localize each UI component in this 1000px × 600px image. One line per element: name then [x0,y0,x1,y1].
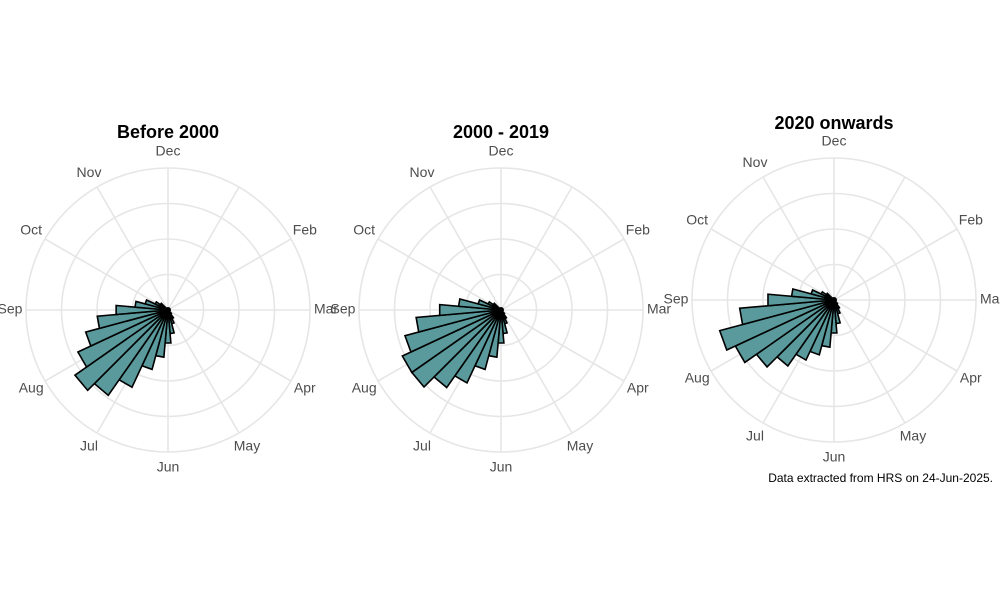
grid-spoke [710,228,835,301]
grid-spoke [833,176,906,301]
chart-caption: Data extracted from HRS on 24-Jun-2025. [768,471,993,485]
grid-spoke [833,228,958,301]
month-label-may: May [900,428,926,444]
month-label-nov: Nov [410,164,435,180]
month-label-aug: Aug [19,380,44,396]
center-point [165,307,171,313]
grid-spoke [167,309,292,382]
month-label-aug: Aug [685,370,710,386]
grid-spoke [500,309,573,434]
rose-bars [718,287,842,369]
center-point [831,297,837,303]
grid-spoke [96,186,169,311]
month-label-oct: Oct [20,222,42,238]
month-label-jun: Jun [823,449,846,465]
grid-spoke [167,186,240,311]
panel-title: Before 2000 [117,122,219,142]
month-label-jul: Jul [80,438,98,454]
month-label-feb: Feb [293,222,317,238]
rose-bars [73,298,176,397]
panels-layer: Before 2000DecFebMarAprMayJunJulAugSepOc… [0,113,1000,475]
month-label-nov: Nov [77,164,102,180]
month-label-sep: Sep [331,301,356,317]
month-label-jun: Jun [490,459,513,475]
grid-spoke [429,186,502,311]
month-label-dec: Dec [489,143,514,159]
month-label-sep: Sep [664,291,689,307]
grid-spoke [500,238,625,311]
grid-spoke [500,186,573,311]
month-labels: Dec Feb Mar Apr May Jun Jul Aug Sep Oct Nov [331,143,672,475]
month-label-jul: Jul [746,428,764,444]
month-label-apr: Apr [960,370,982,386]
grid-spoke [167,238,292,311]
month-label-oct: Oct [353,222,375,238]
panel-title: 2000 - 2019 [453,122,549,142]
rose-bars [401,297,509,389]
grid-spoke [833,299,958,372]
month-label-apr: Apr [294,380,316,396]
month-label-jul: Jul [413,438,431,454]
grid-spoke [833,299,906,424]
grid-spoke [167,309,240,434]
month-label-aug: Aug [352,380,377,396]
month-label-feb: Feb [959,212,983,228]
grid-spoke [762,176,835,301]
month-label-mar: Mar [980,291,1000,307]
month-label-mar: Mar [314,301,338,317]
grid-spoke [500,309,625,382]
month-labels: Dec Feb Mar Apr May Jun Jul Aug Sep Oct Nov [0,143,338,475]
month-label-oct: Oct [686,212,708,228]
panel-title: 2020 onwards [774,113,893,133]
grid-spoke [377,238,502,311]
month-label-jun: Jun [157,459,180,475]
month-label-dec: Dec [822,133,847,149]
month-label-nov: Nov [743,154,768,170]
month-label-mar: Mar [647,301,671,317]
grid-spoke [44,238,169,311]
month-label-dec: Dec [156,143,181,159]
month-label-may: May [234,438,260,454]
month-labels: Dec Feb Mar Apr May Jun Jul Aug Sep Oct Nov [664,133,1000,465]
center-point [498,307,504,313]
month-label-may: May [567,438,593,454]
month-label-sep: Sep [0,301,23,317]
month-label-apr: Apr [627,380,649,396]
month-label-feb: Feb [626,222,650,238]
